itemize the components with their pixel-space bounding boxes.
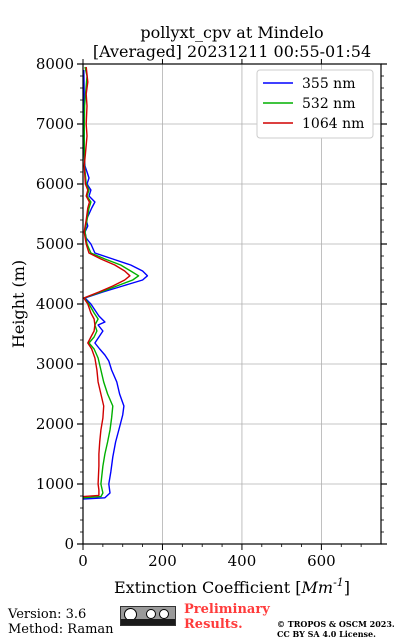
series-line-1 [82,69,149,500]
y-tick-label: 3000 [36,355,74,373]
x-axis-label-unit: Mm [301,578,334,597]
y-tick-label: 1000 [36,475,74,493]
x-tick-label: 600 [307,552,336,570]
legend-label: 532 nm [302,96,355,112]
y-tick-label: 2000 [36,415,74,433]
extinction-profile-chart: pollyxt_cpv at Mindelo [Averaged] 202312… [9,23,387,597]
cc-license-icon [120,606,176,626]
y-tick-label: 0 [64,535,74,553]
copyright-notice: © TROPOS & OSCM 2023. CC BY SA 4.0 Licen… [277,619,395,639]
x-tick-label: 400 [228,552,257,570]
preliminary-line-1: Preliminary [184,602,270,617]
chart-title: pollyxt_cpv at Mindelo [140,23,323,42]
x-tick-label: 0 [78,552,88,570]
axis-ticks: 0 200 400 600010002000300040005000600070008… [36,55,387,570]
legend-frame [256,69,374,139]
chart-subtitle: [Averaged] 20231211 00:55-01:54 [93,42,371,61]
series-lines [82,66,149,500]
preliminary-line-2: Results. [184,617,243,632]
y-tick-label: 7000 [36,115,74,133]
sa-circle-icon [159,609,169,619]
x-axis-label-close: ] [344,578,350,597]
y-tick-label: 4000 [36,295,74,313]
series-line-3 [82,66,131,498]
footer-version: Version: 3.6 [8,607,87,622]
legend-label: 355 nm [302,76,355,92]
x-axis-label-main: Extinction Coefficient [ [114,578,302,597]
x-axis-label: Extinction Coefficient [Mm-1] [114,576,350,597]
y-axis-label: Height (m) [9,260,28,348]
copyright-line-2: CC BY SA 4.0 License. [277,629,376,639]
x-axis-label-exp: -1 [333,576,344,589]
y-tick-label: 8000 [36,55,74,73]
preliminary-notice: Preliminary Results. [184,602,270,632]
by-circle-icon [146,609,156,619]
legend: 355 nm 532 nm 1064 nm [256,69,374,139]
y-tick-label: 6000 [36,175,74,193]
x-tick-label: 200 [148,552,177,570]
footer-method: Method: Raman [8,622,114,637]
legend-label: 1064 nm [302,116,364,132]
copyright-line-1: © TROPOS & OSCM 2023. [277,619,395,629]
y-tick-label: 5000 [36,235,74,253]
cc-badge-bar [121,619,175,625]
series-line-2 [82,66,140,499]
